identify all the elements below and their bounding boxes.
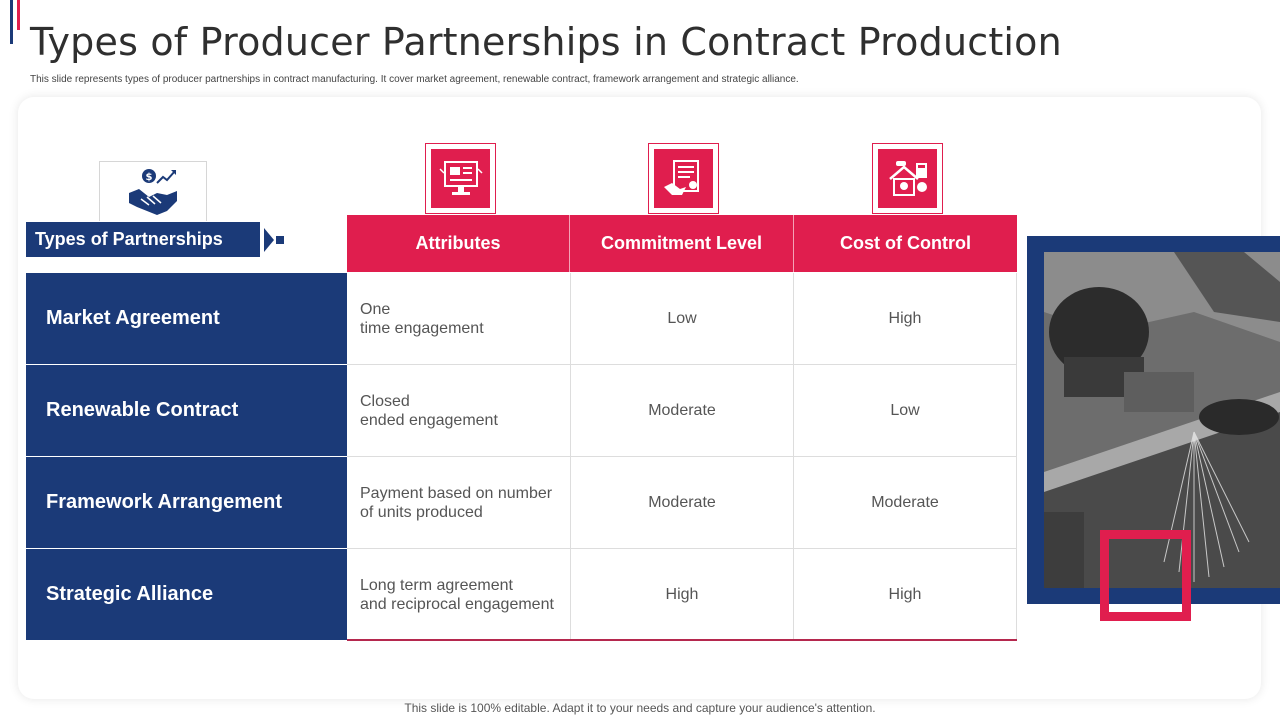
pointer-dot <box>276 236 284 244</box>
cell-attributes: One time engagement <box>347 273 571 365</box>
presentation-monitor-icon <box>438 160 483 195</box>
svg-text:$: $ <box>146 172 153 183</box>
cell-commitment: Moderate <box>571 457 794 549</box>
page-subtitle: This slide represents types of producer … <box>30 74 799 85</box>
cell-cost: Moderate <box>794 457 1017 549</box>
column-header-cost-of-control: Cost of Control <box>794 215 1017 272</box>
page-title: Types of Producer Partnerships in Contra… <box>30 20 1062 64</box>
decorative-red-square <box>1100 530 1191 621</box>
row-label-framework-arrangement: Framework Arrangement <box>26 457 347 548</box>
attributes-icon-box <box>425 143 496 214</box>
accent-bar-navy <box>10 0 13 44</box>
column-header-attributes: Attributes <box>347 215 570 272</box>
footer-note: This slide is 100% editable. Adapt it to… <box>404 701 876 715</box>
cell-cost: High <box>794 549 1017 641</box>
cell-cost: Low <box>794 365 1017 457</box>
types-of-partnerships-label: Types of Partnerships <box>26 222 260 257</box>
row-label-renewable-contract: Renewable Contract <box>26 365 347 456</box>
commitment-icon-box <box>648 143 719 214</box>
column-header-commitment-level: Commitment Level <box>570 215 794 272</box>
cell-commitment: Moderate <box>571 365 794 457</box>
cell-attributes: Payment based on number of units produced <box>347 457 571 549</box>
cell-commitment: High <box>571 549 794 641</box>
cell-commitment: Low <box>571 273 794 365</box>
partnership-icon-box: $ <box>99 161 207 221</box>
cell-attributes: Long term agreement and reciprocal engage… <box>347 549 571 641</box>
pointer-arrow <box>264 228 274 252</box>
contract-handshake-icon <box>663 159 699 195</box>
cell-attributes: Closed ended engagement <box>347 365 571 457</box>
cell-cost: High <box>794 273 1017 365</box>
table-bottom-rule <box>347 639 1017 641</box>
row-label-market-agreement: Market Agreement <box>26 273 347 364</box>
cost-icon-box <box>872 143 943 214</box>
accent-bar-red <box>17 0 20 30</box>
house-calculator-icon <box>888 160 927 196</box>
row-label-strategic-alliance: Strategic Alliance <box>26 549 347 640</box>
handshake-dollar-icon: $ <box>129 168 177 215</box>
